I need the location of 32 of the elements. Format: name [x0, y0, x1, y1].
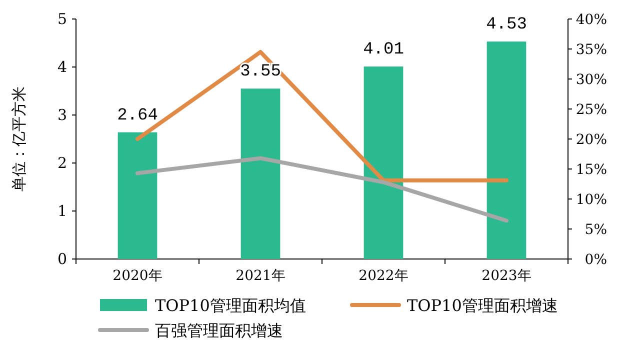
data-label: 4.53: [486, 16, 527, 35]
line-series: [136, 156, 508, 223]
bar: [486, 42, 526, 259]
y-axis-title: 单位：亿平方米: [10, 86, 28, 192]
bar: [118, 132, 158, 259]
y2-tick-label: 20%: [576, 132, 607, 148]
y-tick-label: 0: [57, 250, 67, 268]
y-tick-label: 5: [57, 10, 67, 28]
y-tick-label: 1: [57, 202, 67, 220]
legend-label: 百强管理面积增速: [155, 321, 283, 340]
x-tick-label: 2020年: [112, 268, 162, 284]
y2-tick-label: 40%: [576, 12, 607, 28]
x-tick-label: 2023年: [482, 268, 532, 284]
legend-label: TOP10管理面积均值: [155, 296, 306, 315]
x-tick-label: 2021年: [236, 268, 286, 284]
legend-label: TOP10管理面积增速: [407, 296, 558, 315]
y-tick-label: 3: [57, 106, 67, 124]
y-tick-label: 4: [57, 58, 67, 76]
data-label: 2.64: [117, 106, 158, 126]
data-label: 4.01: [363, 40, 404, 60]
y2-tick-label: 15%: [576, 162, 607, 178]
bar: [364, 66, 404, 259]
y2-tick-label: 0%: [584, 252, 607, 268]
data-label: 3.55: [240, 62, 281, 82]
y2-tick-label: 30%: [576, 72, 607, 88]
y2-tick-label: 25%: [576, 102, 607, 118]
x-tick-label: 2022年: [358, 268, 408, 284]
y-tick-label: 2: [57, 154, 67, 172]
bar: [240, 88, 280, 259]
y2-tick-label: 35%: [576, 42, 607, 58]
y2-tick-label: 5%: [584, 222, 607, 238]
y2-tick-label: 10%: [576, 192, 607, 208]
